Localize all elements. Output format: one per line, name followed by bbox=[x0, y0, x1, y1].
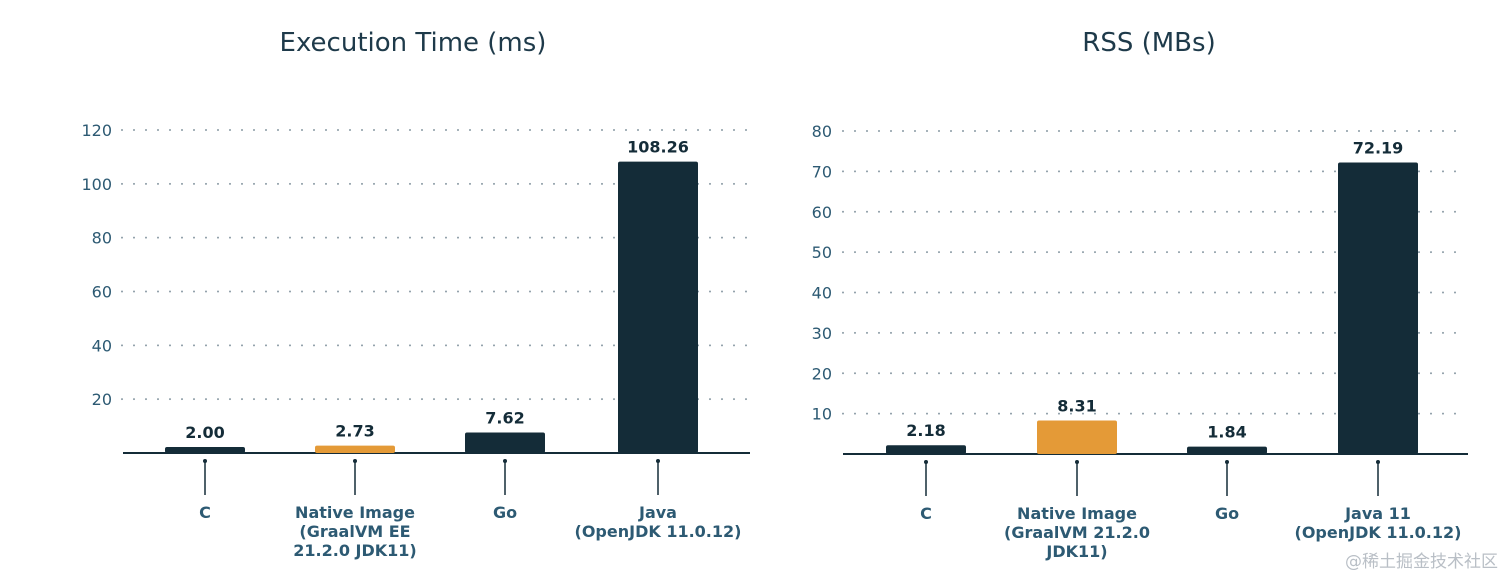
bar bbox=[1338, 162, 1418, 454]
y-tick-label: 20 bbox=[812, 364, 832, 383]
y-tick-label: 70 bbox=[812, 162, 832, 181]
watermark: @稀土掘金技术社区 bbox=[1345, 552, 1498, 572]
data-label: 2.73 bbox=[335, 422, 374, 441]
data-label: 2.00 bbox=[185, 423, 224, 442]
x-tick-label: Go bbox=[493, 503, 517, 522]
x-tick-label: Java (OpenJDK 11.0.12) bbox=[575, 503, 742, 541]
y-tick-label: 100 bbox=[81, 175, 112, 194]
x-tick-label: Go bbox=[1215, 504, 1239, 523]
data-label: 108.26 bbox=[627, 138, 689, 157]
data-label: 2.18 bbox=[906, 421, 945, 440]
y-tick-label: 30 bbox=[812, 324, 832, 343]
y-tick-label: 40 bbox=[812, 284, 832, 303]
y-tick-label: 10 bbox=[812, 405, 832, 424]
bar bbox=[465, 432, 545, 453]
bar bbox=[618, 161, 698, 454]
data-label: 7.62 bbox=[485, 408, 524, 427]
x-tick-label: C bbox=[920, 504, 932, 523]
bar bbox=[886, 445, 966, 454]
bar bbox=[165, 447, 245, 453]
y-tick-label: 80 bbox=[92, 229, 112, 248]
x-tick-label: Java 11 (OpenJDK 11.0.12) bbox=[1295, 504, 1462, 542]
bar bbox=[1187, 446, 1267, 454]
data-label: 72.19 bbox=[1353, 139, 1404, 158]
chart-title-execution-time: Execution Time (ms) bbox=[279, 28, 547, 58]
bar bbox=[315, 445, 395, 453]
x-tick-label: Native Image (GraalVM EE 21.2.0 JDK11) bbox=[293, 503, 416, 560]
chart-title-rss: RSS (MBs) bbox=[1082, 28, 1216, 58]
y-tick-label: 80 bbox=[812, 122, 832, 141]
y-tick-label: 20 bbox=[92, 390, 112, 409]
y-tick-label: 50 bbox=[812, 243, 832, 262]
x-tick-label: C bbox=[199, 503, 211, 522]
x-tick-label: Native Image (GraalVM 21.2.0 JDK11) bbox=[1004, 504, 1150, 561]
y-tick-label: 40 bbox=[92, 336, 112, 355]
data-label: 8.31 bbox=[1057, 396, 1096, 415]
y-tick-label: 60 bbox=[92, 283, 112, 302]
bar bbox=[1037, 420, 1117, 454]
y-tick-label: 60 bbox=[812, 203, 832, 222]
y-tick-label: 120 bbox=[81, 121, 112, 140]
data-label: 1.84 bbox=[1207, 423, 1246, 442]
